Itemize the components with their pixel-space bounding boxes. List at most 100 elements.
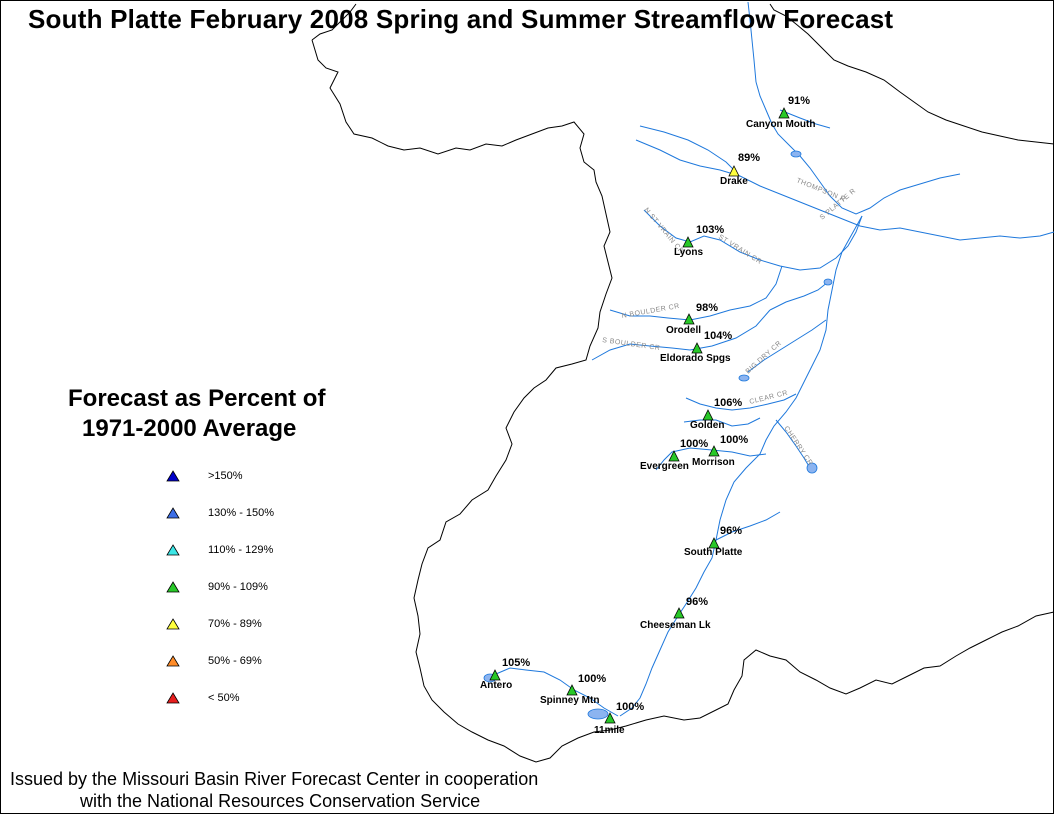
legend-item: < 50% (166, 690, 240, 706)
river-label: BIG DRY CR (745, 340, 784, 376)
station-name: Antero (480, 680, 512, 691)
boulder-res (823, 278, 833, 286)
station-name: Cheeseman Lk (640, 620, 711, 631)
triangle-icon (166, 544, 180, 556)
station-percent: 103% (696, 224, 724, 236)
legend-item-label: >150% (208, 470, 243, 482)
upper-south-platte (485, 667, 619, 717)
station-name: Spinney Mtn (540, 695, 599, 706)
clear-creek (685, 393, 797, 411)
big-dry-creek (747, 319, 827, 373)
legend-item-label: 130% - 150% (208, 507, 275, 519)
station-marker-icon (728, 165, 740, 177)
footer-line2: with the National Resources Conservation… (80, 791, 481, 811)
poudre-lake (790, 150, 802, 158)
triangle-icon (166, 655, 180, 667)
legend-title-line1: Forecast as Percent of (68, 385, 326, 412)
triangle-icon (166, 581, 180, 593)
standley-lake (738, 374, 750, 382)
legend-item-label: 110% - 129% (208, 544, 274, 556)
station-percent: 100% (578, 673, 606, 685)
triangle-icon (166, 470, 180, 482)
station-name: Eldorado Spgs (660, 353, 731, 364)
basin-boundary-north (311, 3, 1055, 145)
station-marker-icon (702, 409, 714, 421)
station-name: Golden (690, 420, 724, 431)
lakes (483, 150, 833, 720)
river-labels: THOMPSON R S PLATTE R ST VRAIN CR N BOUL… (602, 177, 858, 467)
triangle-icon (166, 618, 180, 630)
n-boulder-creek (609, 265, 783, 321)
river-label: N BOULDER CR (621, 303, 680, 320)
station-marker-icon (691, 342, 703, 354)
bear-creek (655, 447, 767, 471)
cache-la-poudre (755, 81, 961, 215)
river-label: ST VRAIN CR (717, 234, 763, 266)
station-percent: 104% (704, 330, 732, 342)
station-percent: 100% (680, 438, 708, 450)
boulder-main (769, 281, 829, 311)
station-name: Orodell (666, 325, 701, 336)
legend-title: Forecast as Percent of 1971-2000 Average (68, 384, 325, 444)
legend-item-label: 90% - 109% (208, 581, 268, 593)
footer: Issued by the Missouri Basin River Forec… (10, 768, 538, 812)
south-platte-main (619, 215, 863, 717)
legend-item: 70% - 89% (166, 616, 262, 632)
station-name: 11mile (594, 725, 625, 736)
station-marker-icon (604, 712, 616, 724)
station-marker-icon (708, 445, 720, 457)
station-name: Canyon Mouth (746, 119, 815, 130)
station-marker-icon (489, 669, 501, 681)
legend-item-label: < 50% (208, 692, 240, 704)
clear-creek-trib (683, 417, 761, 427)
legend-title-line2: 1971-2000 Average (82, 415, 297, 442)
legend-item-label: 50% - 69% (208, 655, 262, 667)
station-marker-icon (668, 450, 680, 462)
s-boulder-creek (591, 309, 771, 361)
station-percent: 96% (686, 596, 708, 608)
north-fork-south-platte (715, 511, 781, 541)
legend-item: 130% - 150% (166, 505, 274, 521)
poudre-trib (779, 109, 831, 129)
station-percent: 100% (616, 701, 644, 713)
station-name: South Platte (684, 547, 743, 558)
station-percent: 106% (714, 397, 742, 409)
triangle-icon (166, 692, 180, 704)
station-percent: 96% (720, 525, 742, 537)
station-marker-icon (673, 607, 685, 619)
legend-item: >150% (166, 468, 243, 484)
station-percent: 100% (720, 434, 748, 446)
station-marker-icon (566, 684, 578, 696)
station-name: Drake (720, 176, 748, 187)
legend-item-label: 70% - 89% (208, 618, 262, 630)
river-label: CHERRY CR (782, 425, 813, 467)
footer-line1: Issued by the Missouri Basin River Forec… (10, 769, 539, 789)
forecast-stations: 91% Canyon Mouth 89% Drake 103% Lyons 98% Orode… (480, 95, 815, 736)
north-fork-poudre (747, 1, 757, 83)
drake-trib (639, 125, 737, 173)
legend-item: 50% - 69% (166, 653, 262, 669)
station-name: Morrison (692, 457, 735, 468)
basin-boundary (311, 39, 1055, 763)
cherry-creek (775, 419, 811, 469)
station-percent: 91% (788, 95, 810, 107)
page-title: South Platte February 2008 Spring and Su… (28, 4, 894, 34)
legend-item: 110% - 129% (166, 542, 273, 558)
st-vrain-creek (643, 209, 863, 271)
cherry-creek-reservoir (806, 462, 818, 474)
station-name: Evergreen (640, 461, 689, 472)
station-percent: 98% (696, 302, 718, 314)
triangle-icon (166, 507, 180, 519)
river-network (485, 1, 1055, 717)
station-percent: 89% (738, 152, 760, 164)
station-name: Lyons (674, 247, 704, 258)
spinney-reservoir (587, 708, 609, 720)
legend-item: 90% - 109% (166, 579, 268, 595)
station-marker-icon (683, 313, 695, 325)
station-percent: 105% (502, 657, 530, 669)
station-marker-icon (708, 537, 720, 549)
station-marker-icon (682, 236, 694, 248)
station-marker-icon (778, 107, 790, 119)
